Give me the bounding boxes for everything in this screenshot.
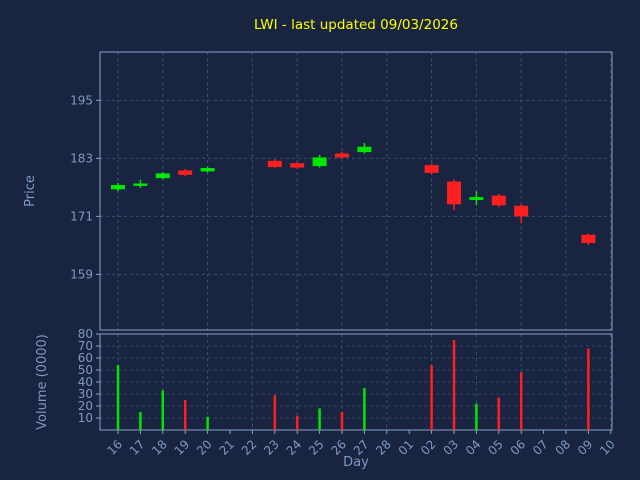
x-axis-label: Day [343,455,369,470]
volume-bar [587,348,590,430]
x-tick-label: 24 [284,437,305,458]
x-tick-label: 25 [306,437,327,458]
volume-bar [206,416,209,430]
x-tick-label: 18 [149,437,170,458]
plot-layer [99,51,613,431]
volume-bar [161,390,165,430]
candle-body [491,195,506,206]
volume-bar [475,403,478,430]
candle-body [290,163,305,168]
volume-tick-label: 20 [78,399,93,413]
volume-bar [116,365,120,430]
volume-bar [295,415,299,430]
x-tick-label: 28 [373,437,394,458]
candle-body [357,146,372,153]
volume-bar [363,388,366,430]
x-tick-label: 04 [463,437,484,458]
volume-bar [139,412,142,430]
price-panel-frame [99,51,613,331]
candle-body [178,170,193,175]
grid-lines [100,52,612,430]
price-tick-label: 171 [70,209,93,223]
x-tick-label: 06 [508,437,529,458]
chart-title: LWI - last updated 09/03/2026 [254,17,458,33]
x-tick-label: 01 [396,437,417,458]
candle-body [133,183,148,186]
candle-body [111,184,125,190]
x-tick-label: 19 [172,437,193,458]
candle-body [514,205,529,217]
x-tick-label: 17 [127,437,148,458]
candle-body [335,153,349,158]
candle-body [267,160,282,168]
volume-bar [430,365,433,430]
x-tick-label: 09 [575,437,596,458]
price-tick-label: 183 [70,151,93,165]
volume-bar [273,395,277,430]
candle-body [447,181,461,205]
candle-body [155,173,170,179]
volume-tick-label: 10 [78,411,93,425]
price-tick-label: 159 [70,267,93,281]
volume-panel-frame [99,333,613,431]
x-tick-label: 16 [104,437,125,458]
price-axis-label: Price [23,175,38,207]
x-tick-label: 08 [552,437,573,458]
volume-tick-label: 40 [78,375,93,389]
candle-body [581,234,596,243]
volume-tick-label: 70 [78,339,93,353]
price-tick-label: 195 [70,93,93,107]
volume-bar [340,412,344,430]
x-tick-label: 10 [597,437,618,458]
x-tick-label: 02 [418,437,439,458]
candle-body [469,197,484,200]
x-tick-label: 21 [216,437,237,458]
volume-tick-label: 60 [78,351,93,365]
candle-body [200,168,215,172]
candle-body [424,165,439,173]
candle-body [312,157,327,167]
volume-tick-label: 50 [78,363,93,377]
x-tick-label: 03 [440,437,461,458]
volume-axis-label: Volume (0000) [35,334,50,430]
x-tick-label: 05 [485,437,506,458]
x-tick-label: 07 [530,437,551,458]
volume-bar [519,372,523,430]
volume-bar [318,408,321,430]
volume-tick-label: 30 [78,387,93,401]
x-tick-label: 22 [239,437,260,458]
x-tick-label: 20 [194,437,215,458]
volume-tick-label: 80 [78,327,93,341]
x-tick-label: 23 [261,437,282,458]
volume-bar [183,400,187,430]
volume-bar [497,397,501,430]
volume-bar [452,340,456,430]
